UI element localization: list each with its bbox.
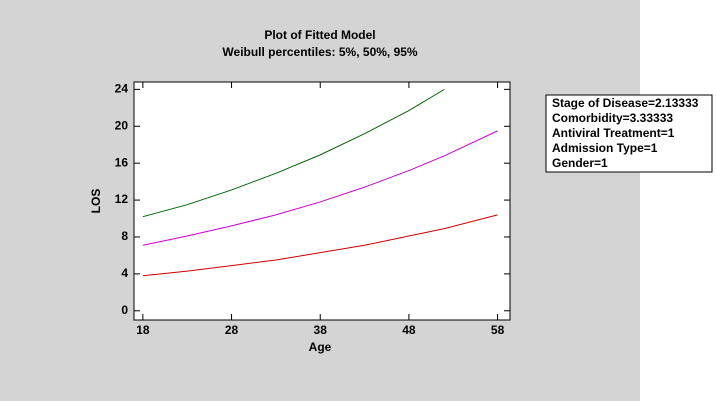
- y-tick-label: 0: [121, 303, 128, 317]
- y-tick-label: 16: [115, 155, 129, 169]
- annotation-box: [545, 94, 713, 173]
- annotation-line: Stage of Disease=2.13333: [552, 96, 699, 110]
- chart-subtitle: Weibull percentiles: 5%, 50%, 95%: [222, 45, 418, 59]
- line-series: [142, 214, 498, 277]
- y-tick-label: 20: [115, 118, 129, 132]
- chart-title: Plot of Fitted Model: [264, 28, 375, 42]
- y-tick-label: 12: [115, 192, 129, 206]
- annotation-line: Admission Type=1: [552, 141, 658, 155]
- y-tick-label: 8: [121, 229, 128, 243]
- x-tick-label: 38: [314, 323, 328, 337]
- y-axis-title: LOS: [89, 189, 103, 214]
- x-axis-title: Age: [309, 340, 332, 354]
- y-tick-label: 24: [115, 82, 129, 96]
- annotation-line: Gender=1: [552, 156, 608, 170]
- x-tick-label: 48: [402, 323, 416, 337]
- side-background: [640, 0, 716, 401]
- x-tick-label: 18: [136, 323, 150, 337]
- x-tick-label: 28: [225, 323, 239, 337]
- annotation-line: Comorbidity=3.33333: [552, 111, 673, 125]
- annotation-line: Antiviral Treatment=1: [552, 126, 675, 140]
- line-series: [142, 88, 445, 218]
- x-tick-label: 58: [491, 323, 505, 337]
- y-tick-label: 4: [121, 266, 128, 280]
- line-series: [142, 130, 498, 246]
